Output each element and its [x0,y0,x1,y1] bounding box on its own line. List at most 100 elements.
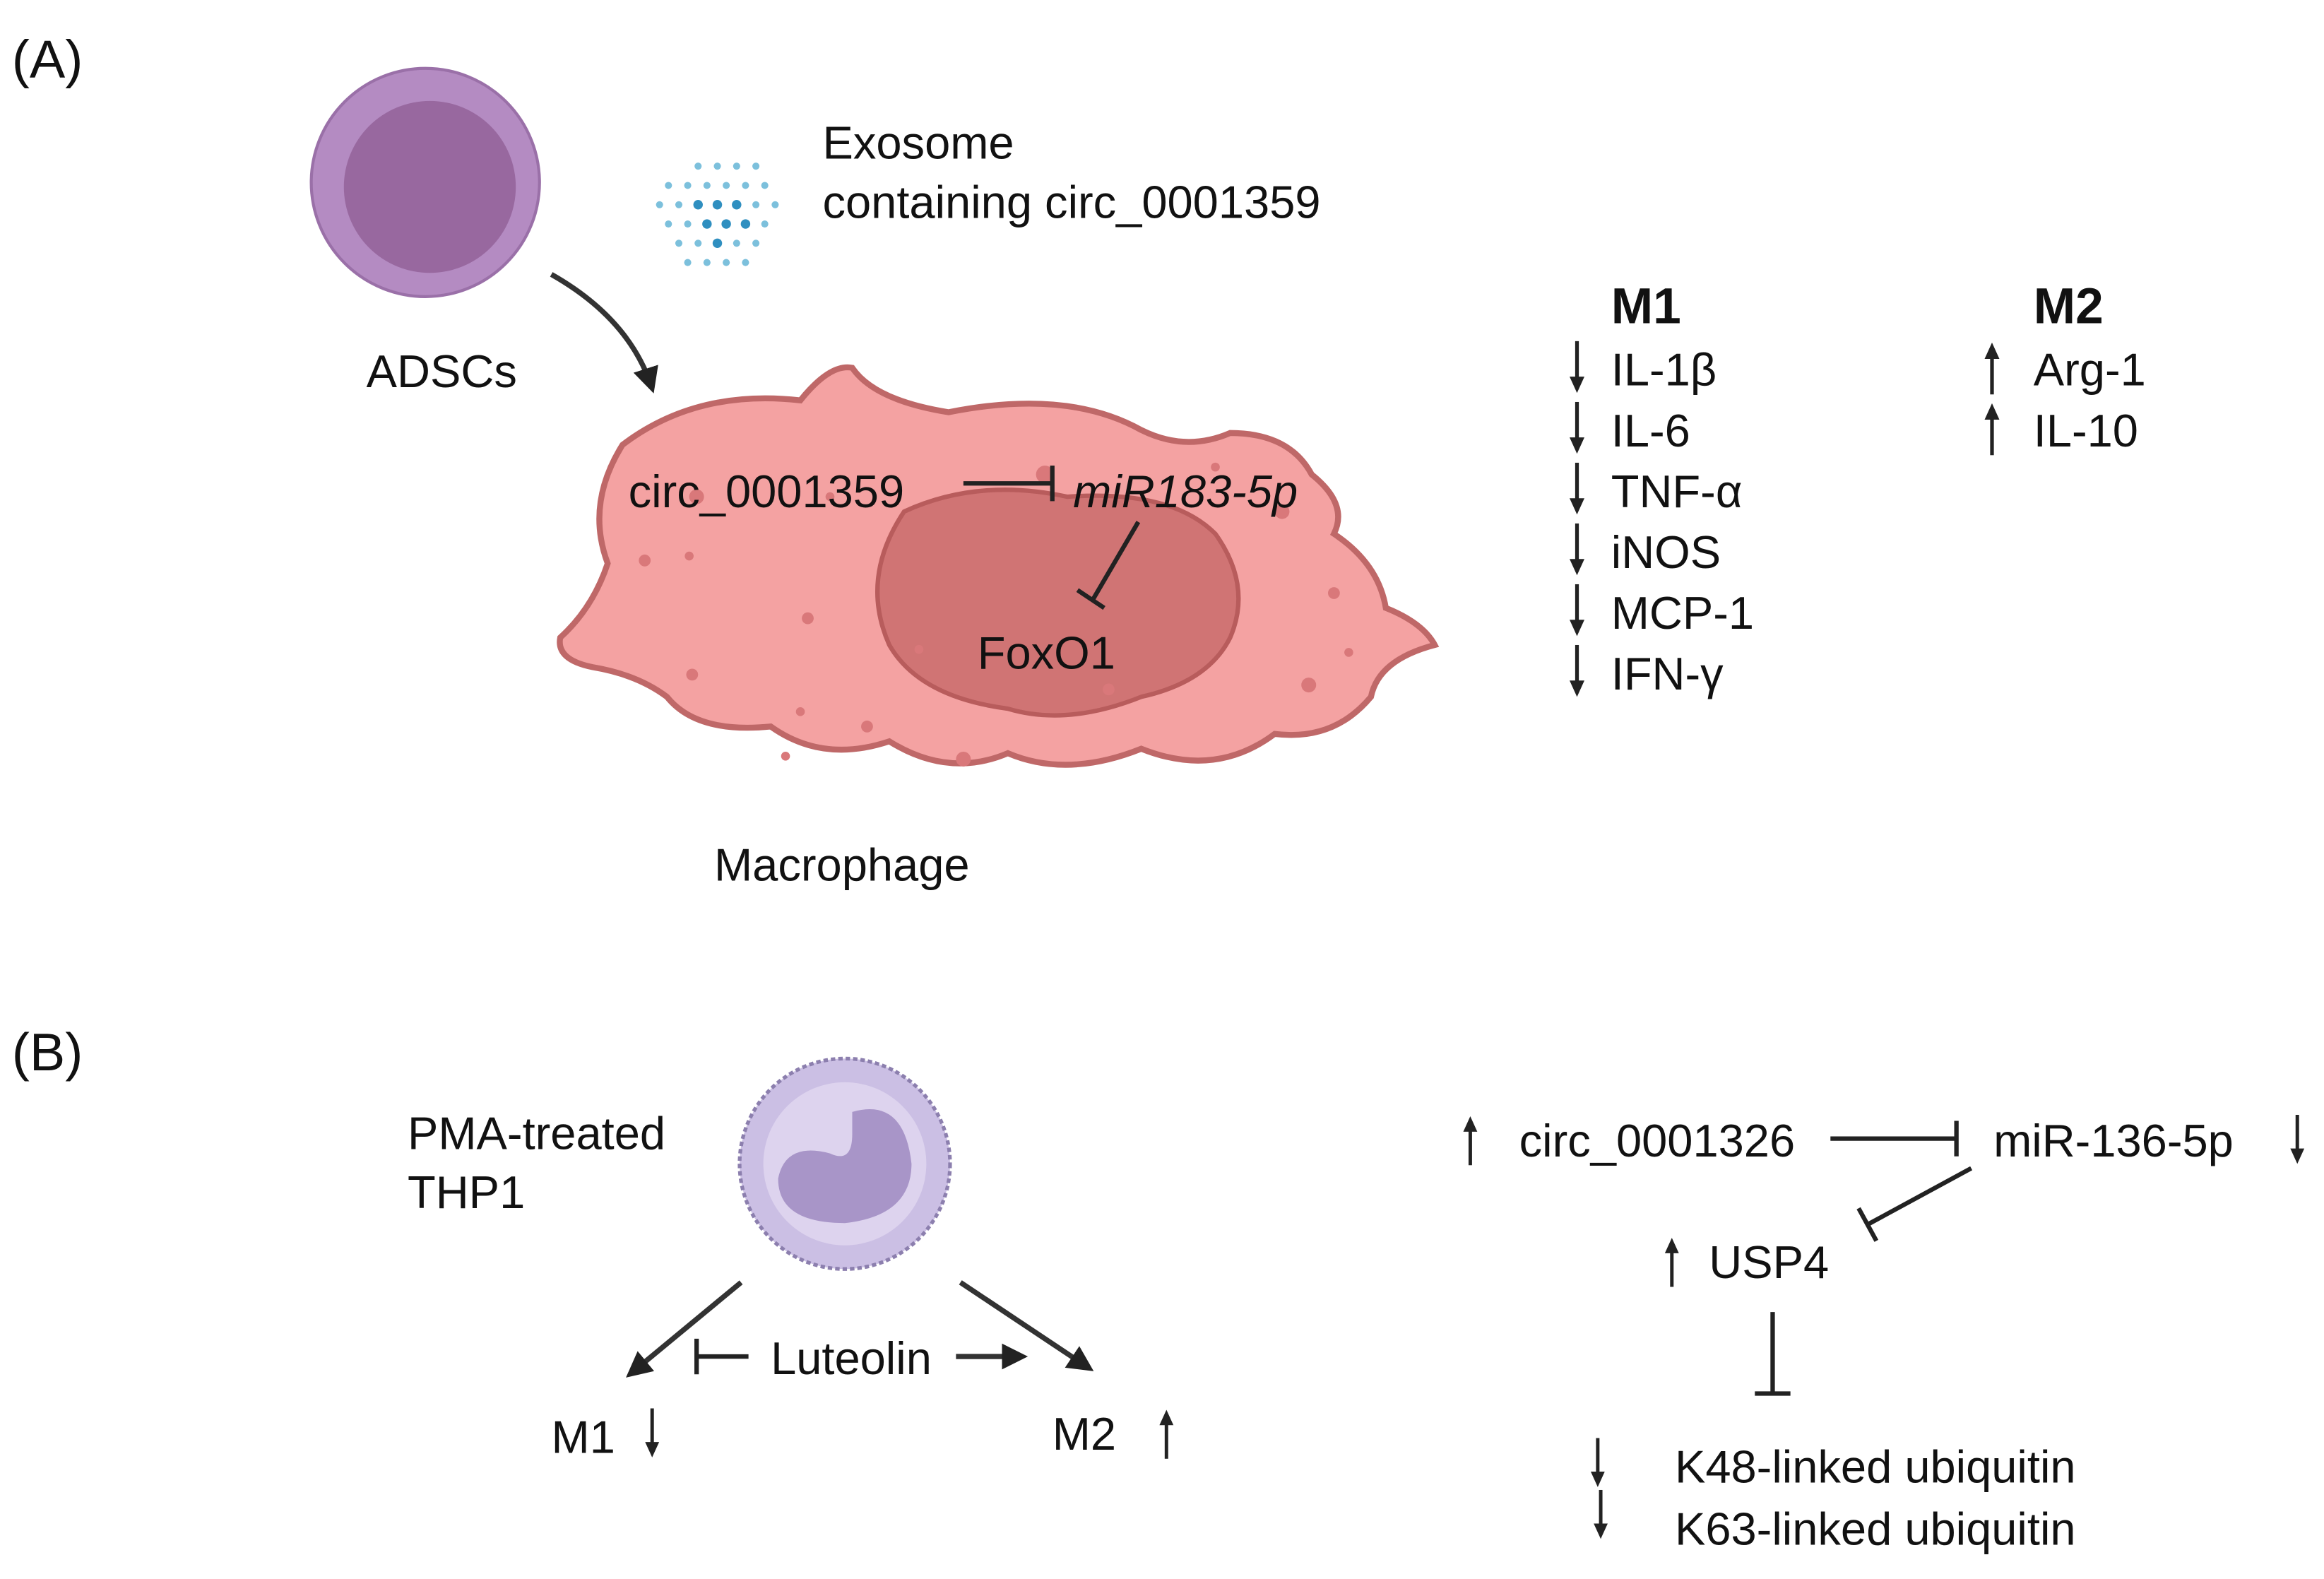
m2-title: M2 [2034,278,2104,335]
exosome-particle [733,162,740,170]
granule [802,612,814,625]
m1-marker-list: IL-1β IL-6 TNF-α iNOS MCP-1 IFN-γ [1570,341,1754,699]
exosome-particle [713,162,721,170]
exosome-particle [733,239,740,247]
granule [1301,678,1317,693]
circ-0001359-label: circ_0001359 [629,466,904,517]
k63-ubiquitin-label: K63-linked ubiquitin [1675,1503,2076,1555]
adsc-label: ADSCs [367,345,517,397]
cytoplasm-granules [639,462,1353,767]
inhibition-arrow-usp4-ubiquitin [1755,1312,1791,1396]
k48-down-arrow-icon [1591,1438,1605,1486]
exosome-particle [740,219,751,229]
exosome-particle [771,201,779,208]
exosome-particle [693,200,703,210]
mir136-label: miR-136-5p [1993,1115,2234,1166]
thp1-label-line1: PMA-treated [408,1107,665,1159]
m1-down-arrow-icon [1570,584,1584,636]
circ-0001326-label: circ_0001326 [1519,1115,1795,1166]
granule [1274,504,1290,519]
m2-marker: Arg-1 [2034,344,2146,396]
foxo1-label: FoxO1 [978,627,1115,678]
exosome-particle [752,239,760,247]
exosome-particle [665,182,672,189]
exosome-label-line1: Exosome [823,117,1014,169]
usp4-up-arrow-icon [1665,1238,1679,1287]
granule [795,707,805,716]
exosome-particle [723,182,730,189]
granule [1328,587,1340,599]
m1-down-arrow-icon [1570,341,1584,393]
panel-a-label: (A) [12,30,83,89]
exosome-particle [675,201,683,208]
exosome-particle [665,220,672,228]
granule [1344,648,1353,657]
exosome-particle [656,201,663,208]
granule [914,644,924,654]
exosome-particle [712,238,723,249]
granule [639,554,651,567]
exosome-particle [702,219,712,229]
inhibition-arrow-mir136-usp4 [1856,1166,1973,1242]
m1-marker: MCP-1 [1611,587,1754,639]
circ-up-arrow-icon [1464,1116,1478,1165]
m2-up-arrow-icon [1159,1409,1173,1458]
m2-marker-list: Arg-1 IL-10 [1985,343,2146,456]
granule [1036,466,1054,484]
inhibition-arrow-circ-mir [963,466,1055,502]
granule [956,751,971,767]
k63-down-arrow-icon [1594,1490,1608,1539]
granule [1103,683,1115,696]
m1-marker: TNF-α [1611,466,1743,517]
exosome-particle [694,162,702,170]
m1-marker: IFN-γ [1611,648,1724,699]
exosome-particle [752,162,760,170]
exosome-particle [761,220,769,228]
granule [825,492,835,502]
granule [689,489,704,504]
m2-label: M2 [1053,1408,1116,1460]
m2-marker: IL-10 [2034,405,2138,456]
luteolin-label: Luteolin [771,1332,932,1384]
exosome-particle [752,201,760,208]
panel-b-label: (B) [12,1023,83,1082]
m1-title: M1 [1611,278,1681,335]
exosome-particle [723,259,730,266]
exosome-particle [742,259,749,266]
exosome-particle [684,259,692,266]
m1-down-arrow-icon [1570,645,1584,697]
m1-label: M1 [552,1411,615,1462]
m1-polarization-arrow [626,1280,743,1378]
inhibition-arrow-mir-foxo1 [1076,521,1141,610]
exosome-particle [712,200,723,210]
exosome-particle [721,219,731,229]
m1-down-arrow-icon [1570,524,1584,575]
exosome-icon [656,162,779,266]
mir136-down-arrow-icon [2290,1115,2304,1164]
thp1-cell [737,1056,952,1271]
exosome-particle [684,182,692,189]
m2-polarization-arrow [959,1280,1094,1371]
exosome-particle [694,239,702,247]
exosome-particle [761,182,769,189]
uptake-arrow [550,272,658,394]
exosome-particle [684,220,692,228]
granule [861,720,873,733]
k48-ubiquitin-label: K48-linked ubiquitin [1675,1441,2076,1492]
exosome-particle [675,239,683,247]
usp4-label: USP4 [1709,1236,1829,1288]
thp1-label-line2: THP1 [408,1166,525,1218]
exosome-particle [703,182,711,189]
exosome-particle [742,182,749,189]
macrophage-nucleus [875,487,1241,718]
granule [686,668,699,681]
m1-marker: IL-1β [1611,344,1717,396]
mir183-label: miR183-5p [1073,466,1298,517]
granule [684,551,694,561]
m1-down-arrow-icon [645,1409,659,1457]
granule [1211,462,1220,472]
granule [781,751,790,761]
exosome-particle [703,259,711,266]
m2-up-arrow-icon [1985,343,2000,394]
